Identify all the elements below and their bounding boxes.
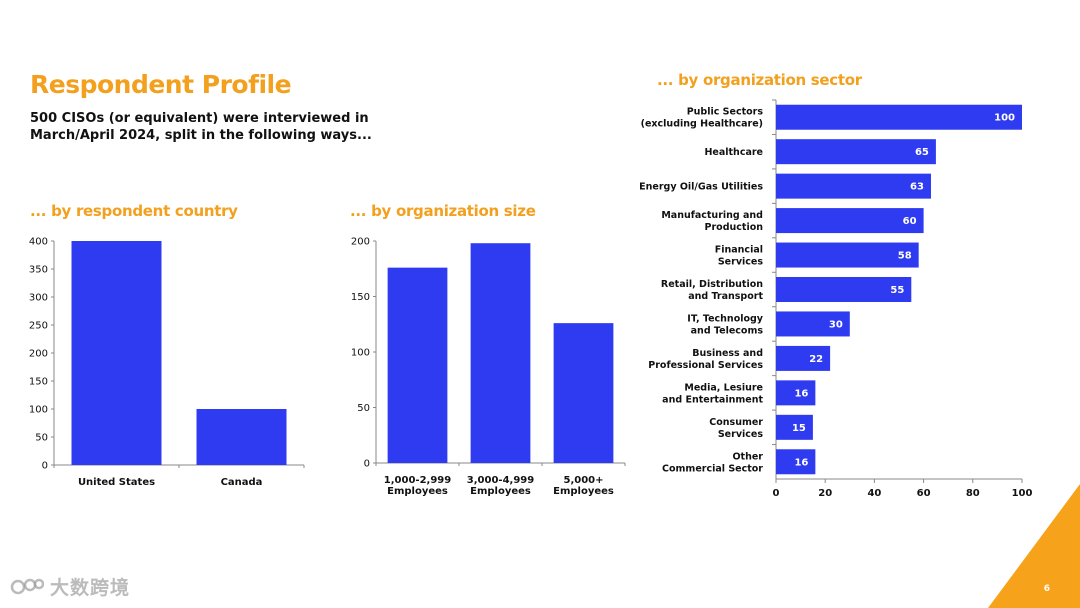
y-tick-label: 0 (364, 459, 370, 470)
y-category-label: Business and (692, 348, 763, 359)
bar (470, 243, 531, 463)
y-category-label: IT, Technology (687, 313, 764, 324)
bar (776, 414, 813, 440)
bar-data-label: 55 (890, 285, 904, 296)
bar (71, 241, 162, 465)
watermark: 大数跨境 (10, 573, 130, 600)
y-tick-label: 50 (357, 403, 370, 414)
y-tick-label: 100 (351, 348, 370, 359)
bar (776, 173, 931, 199)
bar-data-label: 16 (794, 457, 808, 468)
bar (776, 311, 850, 337)
y-category-label: Services (718, 257, 763, 268)
y-tick-label: 350 (29, 265, 48, 276)
sector-chart-title: ... by organization sector (657, 71, 862, 89)
y-category-label: Commercial Sector (662, 463, 763, 474)
x-tick-label: 60 (917, 488, 931, 499)
bar-data-label: 58 (898, 251, 912, 262)
x-tick-label: 20 (818, 488, 832, 499)
y-category-label: and Transport (688, 291, 763, 302)
y-category-label: Financial (715, 245, 763, 256)
bar (776, 139, 936, 165)
x-category-label: 1,000-2,999 (384, 475, 451, 486)
y-tick-label: 250 (29, 321, 48, 332)
corner-decoration (988, 484, 1080, 608)
bar (196, 409, 287, 465)
x-tick-label: 80 (966, 488, 980, 499)
bar-data-label: 100 (994, 113, 1015, 124)
y-category-label: Production (705, 222, 764, 233)
watermark-text: 大数跨境 (50, 577, 131, 599)
x-tick-label: 0 (773, 488, 780, 499)
y-category-label: and Entertainment (662, 394, 763, 405)
y-tick-label: 0 (42, 461, 48, 472)
bar (553, 323, 614, 463)
bar-data-label: 60 (903, 216, 917, 227)
y-category-label: Healthcare (704, 147, 763, 158)
x-category-label: United States (78, 477, 155, 488)
bar (776, 449, 816, 475)
bar (387, 267, 448, 463)
y-category-label: Other (732, 451, 763, 462)
size-chart-title: ... by organization size (350, 202, 536, 220)
bar (776, 242, 919, 268)
bar (776, 208, 924, 234)
y-category-label: Professional Services (648, 360, 763, 371)
x-category-label: Canada (221, 477, 263, 488)
x-category-label: Employees (553, 486, 614, 497)
y-tick-label: 300 (29, 293, 48, 304)
y-category-label: Public Sectors (687, 107, 764, 118)
y-tick-label: 150 (29, 377, 48, 388)
bar-data-label: 65 (915, 147, 929, 158)
y-category-label: and Telecoms (691, 325, 764, 336)
y-category-label: (excluding Healthcare) (641, 119, 763, 130)
y-category-label: Energy Oil/Gas Utilities (639, 182, 763, 193)
size-bar-chart: 0501001502001,000-2,999Employees3,000-4,… (351, 237, 626, 497)
bar-data-label: 30 (829, 319, 843, 330)
y-tick-label: 150 (351, 292, 370, 303)
watermark-logo-icon (10, 578, 44, 594)
y-category-label: Consumer (709, 417, 763, 428)
bar (776, 277, 912, 302)
bar-data-label: 22 (809, 354, 823, 365)
country-bar-chart: 0 50 100 150 200 250 300 350 400 United States Can… (29, 237, 305, 488)
country-chart-title: ... by respondent country (30, 202, 238, 220)
bar-data-label: 63 (910, 182, 924, 193)
y-tick-label: 50 (35, 433, 48, 444)
bar (776, 104, 1022, 130)
y-tick-label: 400 (29, 237, 48, 248)
bar-data-label: 16 (794, 388, 808, 399)
page-subtitle: 500 CISOs (or equivalent) were interview… (30, 111, 372, 143)
y-tick-label: 100 (29, 405, 48, 416)
y-category-label: Manufacturing and (661, 210, 763, 221)
y-category-label: Media, Lesiure (684, 382, 763, 393)
x-tick-label: 40 (867, 488, 881, 499)
y-tick-label: 200 (29, 349, 48, 360)
y-category-label: Services (718, 429, 763, 440)
page-number: 6 (1043, 584, 1050, 594)
x-category-label: Employees (470, 486, 531, 497)
bar (776, 380, 816, 406)
y-category-label: Retail, Distribution (661, 279, 763, 290)
x-category-label: 5,000+ (563, 475, 603, 486)
page-title: Respondent Profile (30, 70, 292, 99)
x-category-label: 3,000-4,999 (467, 475, 534, 486)
x-category-label: Employees (387, 486, 448, 497)
y-tick-label: 200 (351, 237, 370, 248)
bar (776, 345, 831, 371)
bar-data-label: 15 (792, 423, 806, 434)
